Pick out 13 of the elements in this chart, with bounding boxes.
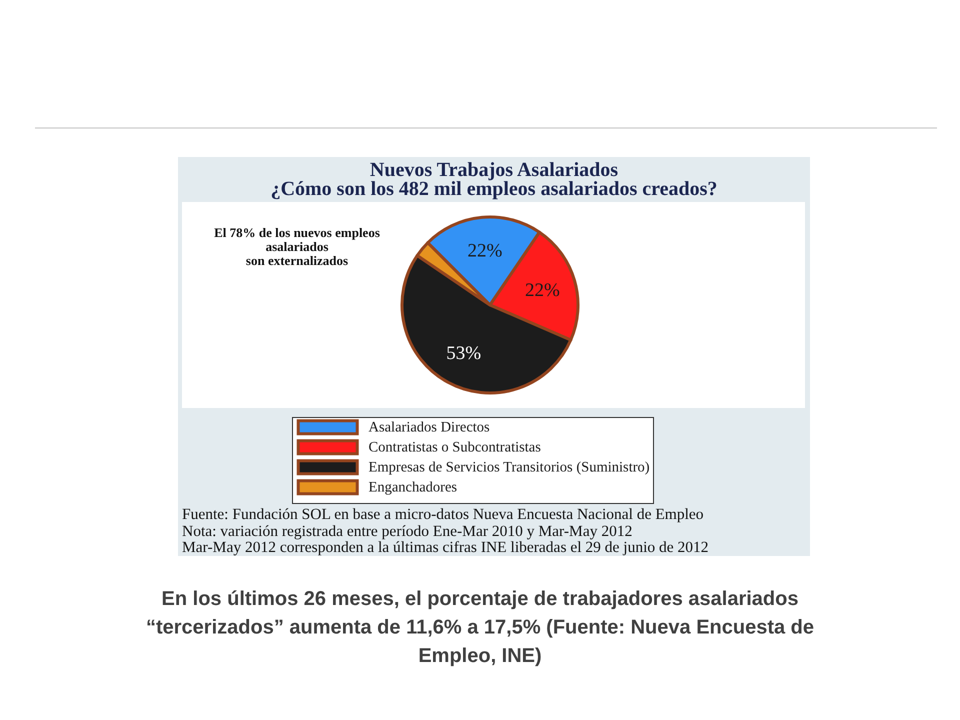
legend-label: Empresas de Servicios Transitorios (Suministro) xyxy=(368,459,650,476)
data-label: 22% xyxy=(524,280,560,301)
data-label: 53% xyxy=(446,342,482,364)
chart-title: Nuevos Trabajos Asalariados xyxy=(370,159,618,181)
text: Nota: variación registrada entre período Ene-Mar 2010 y Mar-May 2012 xyxy=(182,523,632,540)
data-label: 22% xyxy=(467,240,502,262)
source-note: Fuente: Fundación SOL en base a micro-datos Nueva Encuesta Nacional de Empleo xyxy=(182,506,704,523)
text: En los últimos 26 meses, el porcentaje de trabajadores asalariados “tercerizados” aumenta de 11,6% a 17,5% (Fuente: Nueva Encuesta de Empleo, INE) xyxy=(146,588,814,667)
text: El 78% de los nuevos empleos asalariados son externalizados xyxy=(214,225,380,268)
legend-label: Contratistas o Subcontratistas xyxy=(368,439,542,456)
legend-label: Asalariados Directos xyxy=(368,419,490,436)
legend-label: Enganchadores xyxy=(368,479,458,496)
text: Mar-May 2012 corresponden a la últimas cifras INE liberadas el 29 de junio de 2012 xyxy=(182,539,709,556)
